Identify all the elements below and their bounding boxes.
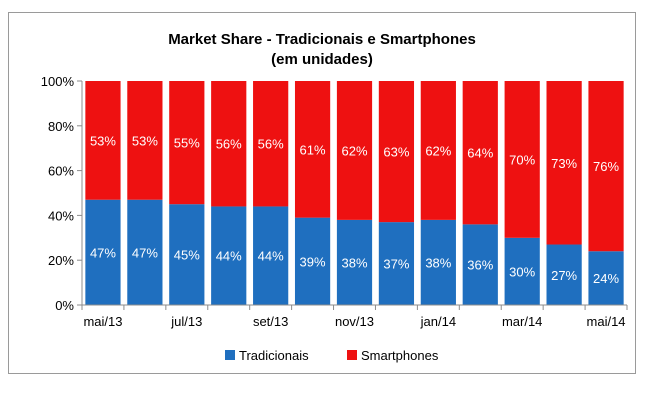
x-tick-label: jan/14 xyxy=(420,314,456,329)
y-tick-label: 20% xyxy=(48,253,74,268)
data-label-tradicionais: 30% xyxy=(509,264,535,279)
bar-tradicionais xyxy=(546,244,582,305)
bar-tradicionais xyxy=(294,217,331,305)
bar-smartphones xyxy=(127,81,163,200)
chart-subtitle: (em unidades) xyxy=(271,51,373,68)
bar-smartphones xyxy=(294,81,331,218)
data-label-smartphones: 53% xyxy=(132,133,158,148)
x-tick-label: jul/13 xyxy=(170,314,202,329)
x-tick-label: mai/14 xyxy=(587,314,626,329)
data-label-tradicionais: 24% xyxy=(593,271,619,286)
bar-smartphones xyxy=(420,81,456,220)
data-label-tradicionais: 36% xyxy=(467,258,493,273)
legend-label-tradicionais: Tradicionais xyxy=(239,348,309,363)
bar-smartphones xyxy=(504,81,540,238)
bar-tradicionais xyxy=(420,219,456,305)
data-label-tradicionais: 44% xyxy=(258,249,284,264)
x-tick-label: nov/13 xyxy=(335,314,374,329)
data-label-smartphones: 70% xyxy=(509,152,535,167)
y-tick-label: 40% xyxy=(48,208,74,223)
bar-tradicionais xyxy=(504,237,540,305)
bar-smartphones xyxy=(85,81,121,200)
bar-smartphones xyxy=(546,81,582,245)
bar-tradicionais xyxy=(85,199,121,305)
data-label-smartphones: 61% xyxy=(300,142,326,157)
data-label-smartphones: 55% xyxy=(174,136,200,151)
x-tick-label: mar/14 xyxy=(502,314,542,329)
bar-smartphones xyxy=(588,81,624,252)
data-label-tradicionais: 47% xyxy=(90,245,116,260)
bar-tradicionais xyxy=(336,219,373,305)
data-label-smartphones: 53% xyxy=(90,133,116,148)
data-label-tradicionais: 45% xyxy=(174,248,200,263)
stacked-bar-chart: Market Share - Tradicionais e Smartphone… xyxy=(41,31,628,363)
data-label-tradicionais: 44% xyxy=(216,249,242,264)
y-axis: 0% 20% 40% 60% 80% 100% xyxy=(41,74,83,313)
data-label-smartphones: 62% xyxy=(341,143,367,158)
x-tick-label: mai/13 xyxy=(83,314,122,329)
bar-smartphones xyxy=(169,81,205,205)
data-label-tradicionais: 38% xyxy=(425,255,451,270)
legend-swatch-tradicionais xyxy=(225,350,235,360)
bar-tradicionais xyxy=(378,222,415,305)
data-label-smartphones: 73% xyxy=(551,156,577,171)
chart-title: Market Share - Tradicionais e Smartphone… xyxy=(168,31,476,48)
chart-frame: Market Share - Tradicionais e Smartphone… xyxy=(8,12,636,374)
data-label-tradicionais: 47% xyxy=(132,245,158,260)
data-label-smartphones: 62% xyxy=(425,143,451,158)
bar-smartphones xyxy=(378,81,415,223)
y-tick-label: 0% xyxy=(55,298,74,313)
x-axis: mai/13 jul/13 set/13 nov/13 jan/14 mar/14 mai/… xyxy=(81,304,628,329)
bars-group: 47% 53% 47% 53% 45% 55% 44% 56% 44% 56% 39% 61% 38% 6… xyxy=(85,81,624,305)
bar-tradicionais xyxy=(169,204,205,305)
legend-swatch-smartphones xyxy=(347,350,357,360)
y-tick-label: 100% xyxy=(41,74,75,89)
data-label-tradicionais: 38% xyxy=(341,255,367,270)
x-tick-label: set/13 xyxy=(253,314,288,329)
bar-smartphones xyxy=(336,81,373,220)
bar-tradicionais xyxy=(588,251,624,305)
y-tick-label: 80% xyxy=(48,119,74,134)
legend-label-smartphones: Smartphones xyxy=(361,348,439,363)
data-label-tradicionais: 37% xyxy=(383,257,409,272)
data-label-smartphones: 63% xyxy=(383,145,409,160)
data-label-smartphones: 56% xyxy=(216,137,242,152)
bar-smartphones xyxy=(462,81,498,225)
bar-tradicionais xyxy=(462,224,498,305)
bar-tradicionais xyxy=(211,206,247,305)
data-label-smartphones: 76% xyxy=(593,159,619,174)
legend: Tradicionais Smartphones xyxy=(225,348,439,363)
data-label-tradicionais: 39% xyxy=(300,254,326,269)
bar-tradicionais xyxy=(253,206,289,305)
bar-smartphones xyxy=(211,81,247,207)
bar-tradicionais xyxy=(127,199,163,305)
bar-smartphones xyxy=(253,81,289,207)
data-label-tradicionais: 27% xyxy=(551,268,577,283)
data-label-smartphones: 64% xyxy=(467,146,493,161)
y-tick-label: 60% xyxy=(48,164,74,179)
data-label-smartphones: 56% xyxy=(258,137,284,152)
